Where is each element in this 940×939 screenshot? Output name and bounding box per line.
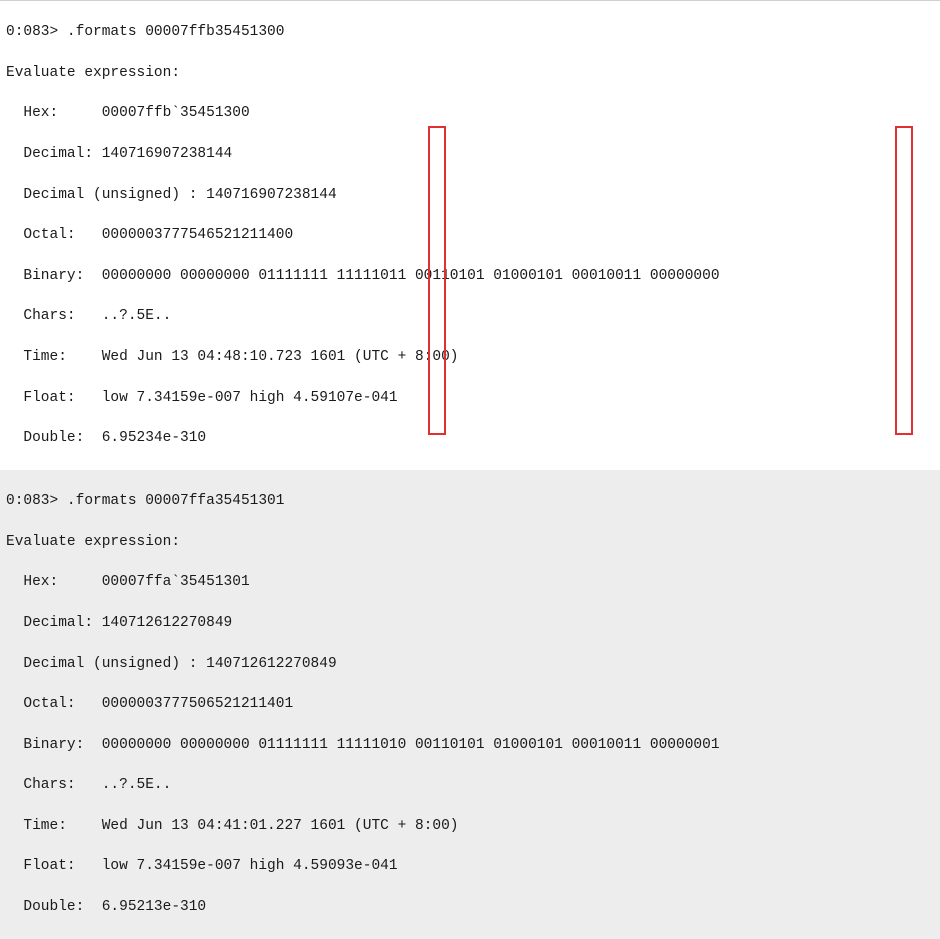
row-decimal: Decimal: 140716907238144 xyxy=(6,144,934,164)
row-time: Time: Wed Jun 13 04:41:01.227 1601 (UTC … xyxy=(6,816,934,836)
value-time: Wed Jun 13 04:48:10.723 1601 (UTC + 8:00… xyxy=(102,349,459,365)
label-chars: Chars: xyxy=(6,777,102,793)
label-decimal: Decimal: xyxy=(6,146,102,162)
label-float: Float: xyxy=(6,390,102,406)
row-octal: Octal: 0000003777546521211400 xyxy=(6,225,934,245)
row-binary: Binary: 00000000 00000000 01111111 11111… xyxy=(6,266,934,286)
row-decimal-unsigned: Decimal (unsigned) : 140716907238144 xyxy=(6,185,934,205)
value-decimal-unsigned: 140712612270849 xyxy=(206,656,337,672)
prompt-text: 0:083> .formats 00007ffb35451300 xyxy=(6,24,284,40)
eval-header: Evaluate expression: xyxy=(6,63,934,83)
row-decimal-unsigned: Decimal (unsigned) : 140712612270849 xyxy=(6,654,934,674)
value-double: 6.95234e-310 xyxy=(102,430,206,446)
label-chars: Chars: xyxy=(6,308,102,324)
row-time: Time: Wed Jun 13 04:48:10.723 1601 (UTC … xyxy=(6,347,934,367)
label-octal: Octal: xyxy=(6,696,102,712)
value-chars: ..?.5E.. xyxy=(102,308,172,324)
value-chars: ..?.5E.. xyxy=(102,777,172,793)
row-chars: Chars: ..?.5E.. xyxy=(6,775,934,795)
label-binary: Binary: xyxy=(6,737,102,753)
label-hex: Hex: xyxy=(6,105,102,121)
prompt-text: 0:083> .formats 00007ffa35451301 xyxy=(6,493,284,509)
row-double: Double: 6.95234e-310 xyxy=(6,428,934,448)
row-octal: Octal: 0000003777506521211401 xyxy=(6,694,934,714)
label-octal: Octal: xyxy=(6,227,102,243)
row-decimal: Decimal: 140712612270849 xyxy=(6,613,934,633)
value-decimal-unsigned: 140716907238144 xyxy=(206,187,337,203)
row-binary: Binary: 00000000 00000000 01111111 11111… xyxy=(6,735,934,755)
prompt-line[interactable]: 0:083> .formats 00007ffb35451300 xyxy=(6,22,934,42)
row-float: Float: low 7.34159e-007 high 4.59107e-04… xyxy=(6,388,934,408)
label-float: Float: xyxy=(6,858,102,874)
label-double: Double: xyxy=(6,430,102,446)
eval-header: Evaluate expression: xyxy=(6,532,934,552)
row-double: Double: 6.95213e-310 xyxy=(6,897,934,917)
label-hex: Hex: xyxy=(6,574,102,590)
value-octal: 0000003777546521211400 xyxy=(102,227,293,243)
output-block-2: 0:083> .formats 00007ffa35451301 Evaluat… xyxy=(0,470,940,939)
value-hex: 00007ffa`35451301 xyxy=(102,574,250,590)
value-double: 6.95213e-310 xyxy=(102,899,206,915)
row-float: Float: low 7.34159e-007 high 4.59093e-04… xyxy=(6,856,934,876)
value-binary: 00000000 00000000 01111111 11111010 0011… xyxy=(102,737,720,753)
value-octal: 0000003777506521211401 xyxy=(102,696,293,712)
row-hex: Hex: 00007ffb`35451300 xyxy=(6,103,934,123)
label-time: Time: xyxy=(6,349,102,365)
prompt-line[interactable]: 0:083> .formats 00007ffa35451301 xyxy=(6,491,934,511)
label-decimal: Decimal: xyxy=(6,615,102,631)
label-double: Double: xyxy=(6,899,102,915)
value-decimal: 140712612270849 xyxy=(102,615,233,631)
value-float: low 7.34159e-007 high 4.59107e-041 xyxy=(102,390,398,406)
label-decimal-unsigned: Decimal (unsigned) : xyxy=(6,656,206,672)
label-decimal-unsigned: Decimal (unsigned) : xyxy=(6,187,206,203)
value-decimal: 140716907238144 xyxy=(102,146,233,162)
value-float: low 7.34159e-007 high 4.59093e-041 xyxy=(102,858,398,874)
value-hex: 00007ffb`35451300 xyxy=(102,105,250,121)
row-hex: Hex: 00007ffa`35451301 xyxy=(6,572,934,592)
value-binary: 00000000 00000000 01111111 11111011 0011… xyxy=(102,268,720,284)
label-binary: Binary: xyxy=(6,268,102,284)
value-time: Wed Jun 13 04:41:01.227 1601 (UTC + 8:00… xyxy=(102,818,459,834)
output-block-1: 0:083> .formats 00007ffb35451300 Evaluat… xyxy=(0,1,940,470)
row-chars: Chars: ..?.5E.. xyxy=(6,306,934,326)
label-time: Time: xyxy=(6,818,102,834)
